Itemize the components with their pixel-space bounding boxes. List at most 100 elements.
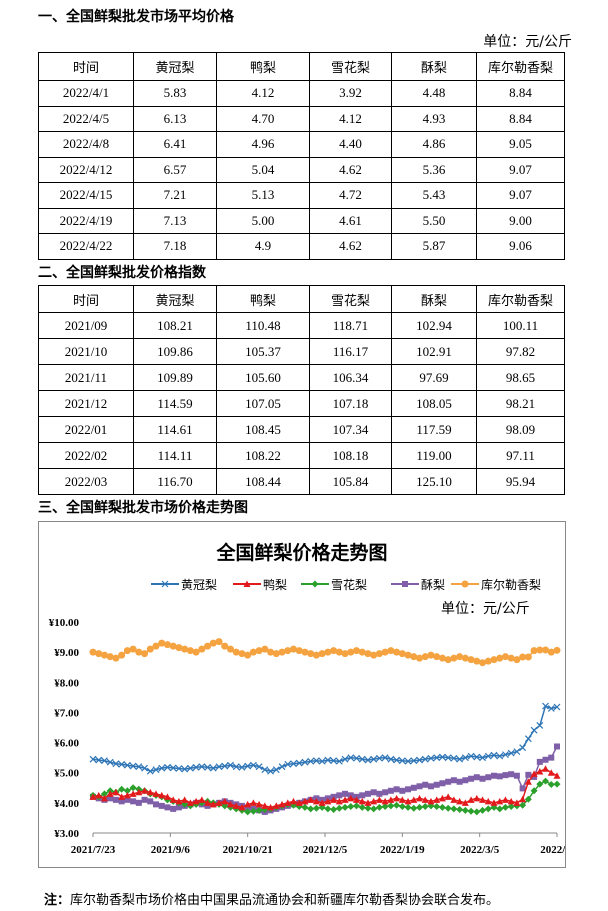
data-point [490,799,498,806]
data-point [479,754,486,762]
data-point [450,777,457,784]
data-point [158,764,166,772]
table-row: 2021/10 109.86 105.37 116.17 102.91 97.82 [38,338,565,365]
value-cell: 5.13 [216,182,310,209]
data-point [427,783,434,790]
column-header: 黄冠梨 [133,52,217,81]
data-point [530,787,538,795]
data-point [519,801,527,809]
data-point [404,803,412,811]
data-point [307,805,315,813]
data-point [530,726,538,734]
value-cell: 119.00 [391,442,477,469]
data-point [364,790,371,797]
column-header: 雪花梨 [309,52,392,81]
data-point [118,651,126,659]
data-point [221,797,229,805]
data-point [531,773,538,780]
value-cell: 108.22 [216,442,310,469]
data-point [398,802,406,810]
data-point [267,767,275,775]
footnote: 注：库尔勒香梨市场价格由中国果品流通协会和新疆库尔勒香梨协会联合发布。 [44,889,499,908]
value-cell: 9.05 [476,131,565,158]
data-point [289,645,297,653]
value-cell: 4.62 [309,156,392,183]
data-point [553,772,561,779]
data-point [462,777,469,784]
data-point [135,763,143,771]
date-cell: 2022/4/1 [38,80,134,107]
data-point [141,764,148,772]
data-point [381,754,389,762]
value-cell: 5.87 [391,233,477,260]
data-point [152,642,160,650]
value-cell: 117.59 [391,416,477,443]
value-cell: 4.40 [309,131,392,158]
data-point [307,796,315,803]
value-cell: 107.05 [216,390,310,417]
x-tick-label: 2021/10/21 [223,844,273,856]
data-point [147,798,154,805]
data-point [484,797,492,805]
data-point [129,645,137,653]
data-point [301,797,309,805]
data-point [496,773,503,780]
data-point [100,794,108,802]
value-cell: 5.43 [391,182,477,209]
data-point [89,755,97,763]
data-point [364,799,372,806]
data-point [444,656,452,664]
data-point [461,806,469,814]
data-point [381,648,389,656]
data-point [112,796,119,803]
data-point [542,702,549,710]
data-point [433,796,441,803]
data-point [181,765,189,773]
data-point [502,772,509,779]
data-point [524,653,532,661]
data-point [456,805,464,813]
data-point [226,645,234,653]
value-cell: 105.37 [216,338,310,365]
data-point [542,646,550,654]
value-cell: 114.59 [133,390,217,417]
date-cell: 2021/10 [38,338,134,365]
value-cell: 97.69 [391,364,477,391]
value-cell: 97.82 [476,338,565,365]
value-cell: 114.11 [133,442,217,469]
data-point [209,800,217,808]
data-point [192,800,200,808]
data-point [106,653,114,661]
date-cell: 2022/4/5 [38,105,134,132]
data-point [519,785,526,792]
value-cell: 98.65 [476,364,565,391]
series-line [92,780,558,813]
data-point [118,793,126,800]
data-point [530,647,538,655]
data-point [554,743,560,750]
data-point [507,797,515,805]
data-point [249,799,257,806]
data-point [335,797,343,805]
data-point [175,804,182,811]
value-cell: 4.70 [216,105,310,132]
value-cell: 5.50 [391,207,477,234]
data-point [484,657,492,665]
data-point [461,799,469,806]
data-point [525,771,532,778]
table-row: 2022/02 114.11 108.22 108.18 119.00 97.11 [38,442,565,469]
data-point [330,647,338,655]
data-point [335,648,343,656]
data-point [485,774,492,781]
value-cell: 108.18 [309,442,392,469]
data-point [473,794,481,802]
data-point [295,759,303,767]
data-point [181,796,189,803]
data-point [215,763,223,771]
data-point [513,799,521,806]
data-point [468,775,475,782]
data-point [479,775,486,782]
data-point [473,753,481,761]
data-point [170,805,177,812]
data-point [364,804,372,812]
